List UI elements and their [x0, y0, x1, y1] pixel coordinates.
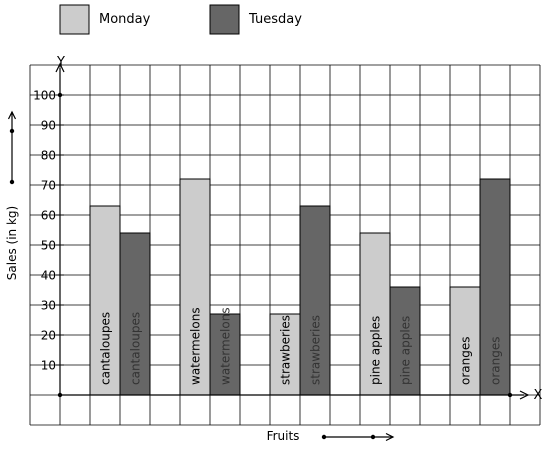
legend-swatch-monday — [59, 4, 90, 35]
x-axis-arrow — [519, 390, 530, 400]
y-label-arrow-dot-1 — [9, 179, 15, 185]
bar-tuesday — [299, 205, 331, 396]
bar-monday — [359, 232, 391, 396]
bar-category-label: watermelons — [189, 307, 203, 385]
bar-category-label: oranges — [489, 337, 503, 386]
y-tick-label: 50 — [41, 239, 56, 253]
y-label-arrow-dot-2 — [9, 128, 15, 134]
legend-swatch-tuesday — [209, 4, 240, 35]
y-axis-letter: Y — [56, 55, 65, 70]
legend-label-monday: Monday — [99, 12, 151, 27]
bar-tuesday — [389, 286, 421, 396]
bar-category-label: strawberies — [279, 315, 293, 385]
y-axis-arrow — [55, 62, 65, 73]
bar-tuesday — [119, 232, 151, 396]
bar-category-label: pine apples — [399, 316, 413, 385]
bar-monday — [269, 313, 301, 396]
y-axis-title-group: Sales (in kg) — [5, 110, 19, 280]
y-tick-labels: 10 20 30 40 50 60 70 80 90 100 — [33, 89, 64, 373]
y-tick-label: 10 — [41, 359, 56, 373]
bar-tuesday — [479, 178, 511, 396]
y-axis-label: Sales (in kg) — [5, 206, 19, 280]
legend-label-tuesday: Tuesday — [248, 12, 302, 27]
x-label-arrow-head — [385, 432, 395, 442]
bar-category-label: cantaloupes — [129, 312, 143, 385]
bar-category-label: pine apples — [369, 316, 383, 385]
legend: Monday Tuesday — [59, 4, 302, 35]
x-axis-point — [507, 392, 513, 398]
bar-category-label: oranges — [459, 337, 473, 386]
bar-monday — [449, 286, 481, 396]
bar-category-label: watermelons — [219, 307, 233, 385]
bar-monday — [89, 205, 121, 396]
x-label-arrow-dot-2 — [370, 434, 376, 440]
axes: Y X — [55, 55, 543, 403]
bar-monday — [179, 178, 211, 396]
y-tick-label: 70 — [41, 179, 56, 193]
y-tick-label: 30 — [41, 299, 56, 313]
bar-category-label: cantaloupes — [99, 312, 113, 385]
x-label-arrow-dot-1 — [321, 434, 327, 440]
x-axis-letter: X — [534, 388, 543, 403]
x-axis-label: Fruits — [267, 429, 300, 443]
y-tick-label: 40 — [41, 269, 56, 283]
y-tick-label: 100 — [33, 89, 56, 103]
bars — [89, 178, 511, 396]
y-tick-label: 60 — [41, 209, 56, 223]
bar-labels: cantaloupes cantaloupes watermelons waterme… — [99, 307, 503, 385]
y-tick-label: 90 — [41, 119, 56, 133]
y-label-arrow-head — [7, 110, 17, 120]
x-axis-title-group: Fruits — [267, 429, 395, 443]
y-tick-label: 20 — [41, 329, 56, 343]
bar-tuesday — [209, 313, 241, 396]
origin-point — [57, 392, 63, 398]
y-tick-label: 80 — [41, 149, 56, 163]
bar-category-label: strawberies — [309, 315, 323, 385]
